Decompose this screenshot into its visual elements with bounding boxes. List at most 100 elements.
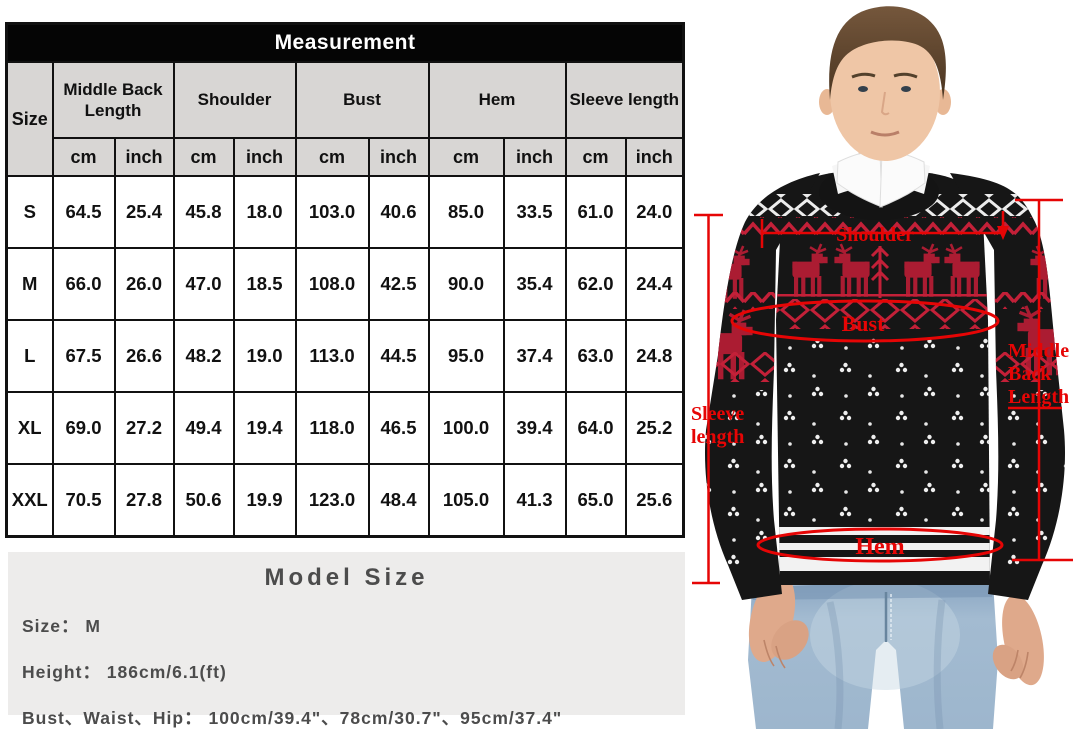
- cell: 25.4: [113, 175, 175, 249]
- cell: 48.2: [172, 319, 235, 393]
- cell: 61.0: [564, 175, 627, 249]
- unit-inch: inch: [113, 137, 175, 177]
- cell: 44.5: [367, 319, 430, 393]
- cell: 105.0: [427, 463, 505, 537]
- table-group-header-row: Size Middle Back Length Shoulder Bust He…: [5, 61, 685, 177]
- annotations: [692, 198, 1073, 585]
- cell: 47.0: [172, 247, 235, 321]
- cell: 24.4: [624, 247, 685, 321]
- sleeve-length-label-line1: Sleeve: [691, 403, 744, 425]
- cell: 33.5: [502, 175, 567, 249]
- cell: 27.2: [113, 391, 175, 465]
- table-row: XXL 70.5 27.8 50.6 19.9 123.0 48.4 105.0…: [5, 463, 685, 537]
- cell: 66.0: [51, 247, 116, 321]
- middle-back-length-label-line2: Back: [1008, 363, 1052, 385]
- right-hand: [992, 594, 1044, 686]
- middle-back-length-label-line3: Length: [1008, 386, 1069, 408]
- model-size-title: Model Size: [264, 564, 429, 591]
- cell: 65.0: [564, 463, 627, 537]
- col-header-middle-back-length: Middle Back Length: [51, 61, 175, 139]
- size-label: S: [5, 175, 54, 249]
- unit-cm: cm: [172, 137, 235, 177]
- cell: 49.4: [172, 391, 235, 465]
- model-size-line: Size： M: [22, 616, 101, 636]
- shoulder-measure-line: [760, 211, 1009, 248]
- sleeve-length-measure-line: [692, 213, 723, 585]
- cell: 46.5: [367, 391, 430, 465]
- cell: 103.0: [294, 175, 370, 249]
- cell: 48.4: [367, 463, 430, 537]
- cell: 37.4: [502, 319, 567, 393]
- middle-back-length-measure-line: [1012, 198, 1073, 562]
- model-photo-svg: Shoulder Bust Hem Middle Back Length Sle…: [690, 0, 1080, 729]
- col-header-bust: Bust: [294, 61, 430, 139]
- annotation-labels: Shoulder Bust Hem Middle Back Length Sle…: [691, 224, 1069, 560]
- unit-cm: cm: [427, 137, 505, 177]
- cell: 40.6: [367, 175, 430, 249]
- hem-measure-ellipse: [756, 527, 1004, 563]
- cell: 24.0: [624, 175, 685, 249]
- unit-inch: inch: [624, 137, 685, 177]
- cell: 64.5: [51, 175, 116, 249]
- cell: 25.2: [624, 391, 685, 465]
- bust-measure-ellipse: [730, 299, 1000, 343]
- model-head: [819, 6, 951, 208]
- table-row: S 64.5 25.4 45.8 18.0 103.0 40.6 85.0 33…: [5, 175, 685, 249]
- cell: 50.6: [172, 463, 235, 537]
- cell: 95.0: [427, 319, 505, 393]
- col-header-size: Size: [5, 61, 54, 177]
- cell: 45.8: [172, 175, 235, 249]
- cell: 27.8: [113, 463, 175, 537]
- cell: 26.0: [113, 247, 175, 321]
- col-header-sleeve-length: Sleeve length: [564, 61, 685, 139]
- cell: 26.6: [113, 319, 175, 393]
- cell: 123.0: [294, 463, 370, 537]
- jeans: [748, 580, 998, 729]
- table-title: Measurement: [5, 22, 685, 63]
- model-photo: Shoulder Bust Hem Middle Back Length Sle…: [690, 0, 1080, 729]
- cell: 108.0: [294, 247, 370, 321]
- eyebrows: [851, 72, 918, 79]
- cell: 70.5: [51, 463, 116, 537]
- shirt-collar-left: [836, 151, 883, 208]
- cell: 39.4: [502, 391, 567, 465]
- cell: 67.5: [51, 319, 116, 393]
- cell: 62.0: [564, 247, 627, 321]
- cell: 63.0: [564, 319, 627, 393]
- model-size-line: Height： 186cm/6.1(ft): [22, 662, 227, 682]
- cell: 90.0: [427, 247, 505, 321]
- left-eye: [858, 86, 868, 92]
- cell: 24.8: [624, 319, 685, 393]
- cell: 41.3: [502, 463, 567, 537]
- table-title-row: Measurement: [5, 22, 685, 63]
- nose: [880, 91, 890, 116]
- unit-inch: inch: [367, 137, 430, 177]
- right-eye: [901, 86, 911, 92]
- measurement-table: Measurement Size Middle Back Length Shou…: [5, 22, 686, 538]
- table-row: L 67.5 26.6 48.2 19.0 113.0 44.5 95.0 37…: [5, 319, 685, 393]
- model-size-line: Bust、Waist、Hip： 100cm/39.4"、78cm/30.7"、9…: [22, 708, 563, 728]
- sleeve-length-label-line2: length: [691, 426, 744, 448]
- cell: 18.0: [232, 175, 297, 249]
- cell: 64.0: [564, 391, 627, 465]
- cell: 69.0: [51, 391, 116, 465]
- cell: 113.0: [294, 319, 370, 393]
- cell: 19.4: [232, 391, 297, 465]
- cell: 35.4: [502, 247, 567, 321]
- cell: 100.0: [427, 391, 505, 465]
- bust-label: Bust: [842, 311, 885, 336]
- cell: 42.5: [367, 247, 430, 321]
- shoulder-label: Shoulder: [836, 224, 914, 246]
- cell: 19.0: [232, 319, 297, 393]
- table-row: M 66.0 26.0 47.0 18.5 108.0 42.5 90.0 35…: [5, 247, 685, 321]
- table-row: XL 69.0 27.2 49.4 19.4 118.0 46.5 100.0 …: [5, 391, 685, 465]
- size-label: XXL: [5, 463, 54, 537]
- mouth: [870, 130, 900, 137]
- col-header-hem: Hem: [427, 61, 567, 139]
- size-label: M: [5, 247, 54, 321]
- sweater-chest-bands: [776, 294, 990, 571]
- cell: 18.5: [232, 247, 297, 321]
- model-size-panel: Model Size Size： M Height： 186cm/6.1(ft)…: [8, 552, 685, 728]
- cell: 118.0: [294, 391, 370, 465]
